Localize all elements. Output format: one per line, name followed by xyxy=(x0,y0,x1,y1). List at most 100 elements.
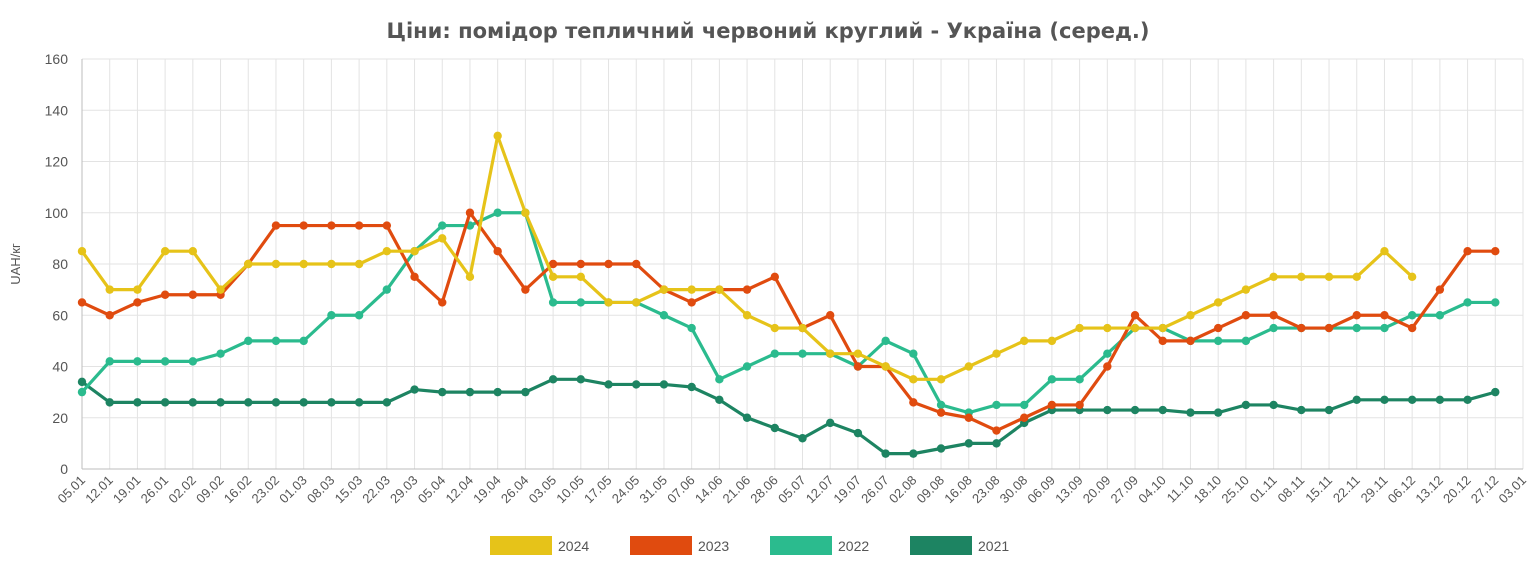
data-point[interactable] xyxy=(798,434,807,443)
data-point[interactable] xyxy=(410,272,419,282)
data-point[interactable] xyxy=(1407,323,1417,333)
data-point[interactable] xyxy=(1463,298,1472,307)
data-point[interactable] xyxy=(521,285,530,294)
data-point[interactable] xyxy=(909,375,918,384)
data-point[interactable] xyxy=(632,298,641,307)
data-point[interactable] xyxy=(936,444,946,453)
data-point[interactable] xyxy=(659,285,669,294)
data-point[interactable] xyxy=(382,285,392,294)
data-point[interactable] xyxy=(410,385,419,394)
data-point[interactable] xyxy=(1241,311,1251,320)
data-point[interactable] xyxy=(770,272,779,282)
data-point[interactable] xyxy=(299,221,308,230)
data-point[interactable] xyxy=(493,387,502,397)
data-point[interactable] xyxy=(1269,400,1278,410)
data-point[interactable] xyxy=(1019,336,1029,346)
data-point[interactable] xyxy=(271,398,281,407)
data-point[interactable] xyxy=(1297,405,1306,415)
data-point[interactable] xyxy=(160,246,170,256)
data-point[interactable] xyxy=(188,357,198,366)
data-point[interactable] xyxy=(327,221,336,230)
legend-item-2021[interactable]: 2021 xyxy=(910,536,1009,555)
data-point[interactable] xyxy=(271,221,281,230)
data-point[interactable] xyxy=(715,285,724,294)
data-point[interactable] xyxy=(1047,400,1057,410)
data-point[interactable] xyxy=(687,323,696,333)
data-point[interactable] xyxy=(826,311,835,320)
data-point[interactable] xyxy=(1103,362,1112,371)
data-point[interactable] xyxy=(244,398,253,407)
data-point[interactable] xyxy=(964,362,973,371)
data-point[interactable] xyxy=(1352,272,1361,282)
data-point[interactable] xyxy=(1241,400,1251,410)
data-point[interactable] xyxy=(909,349,918,358)
data-point[interactable] xyxy=(1352,395,1361,405)
data-point[interactable] xyxy=(798,323,807,333)
data-point[interactable] xyxy=(770,323,779,333)
data-point[interactable] xyxy=(1435,395,1445,405)
data-point[interactable] xyxy=(244,259,253,269)
data-point[interactable] xyxy=(1075,375,1084,384)
data-point[interactable] xyxy=(188,290,198,299)
data-point[interactable] xyxy=(1491,246,1500,256)
data-point[interactable] xyxy=(909,449,918,458)
data-point[interactable] xyxy=(1047,336,1057,346)
data-point[interactable] xyxy=(687,285,696,294)
data-point[interactable] xyxy=(77,298,87,307)
data-point[interactable] xyxy=(105,357,114,366)
data-point[interactable] xyxy=(826,418,835,428)
data-point[interactable] xyxy=(271,336,281,346)
data-point[interactable] xyxy=(992,426,1001,435)
data-point[interactable] xyxy=(826,349,835,358)
data-point[interactable] xyxy=(1380,395,1389,405)
data-point[interactable] xyxy=(881,336,890,346)
data-point[interactable] xyxy=(105,285,114,294)
data-point[interactable] xyxy=(687,298,696,307)
data-point[interactable] xyxy=(548,375,558,384)
legend-item-2023[interactable]: 2023 xyxy=(630,536,729,555)
data-point[interactable] xyxy=(1407,272,1417,282)
data-point[interactable] xyxy=(742,362,752,371)
data-point[interactable] xyxy=(992,439,1001,448)
data-point[interactable] xyxy=(853,362,863,371)
data-point[interactable] xyxy=(1130,323,1140,333)
data-point[interactable] xyxy=(493,131,502,141)
data-point[interactable] xyxy=(742,311,752,320)
data-point[interactable] xyxy=(1324,272,1334,282)
data-point[interactable] xyxy=(964,413,973,422)
data-point[interactable] xyxy=(465,208,475,217)
data-point[interactable] xyxy=(548,259,558,269)
data-point[interactable] xyxy=(1103,349,1112,358)
data-point[interactable] xyxy=(576,272,586,282)
data-point[interactable] xyxy=(216,349,225,358)
data-point[interactable] xyxy=(188,246,198,256)
data-point[interactable] xyxy=(687,382,696,392)
data-point[interactable] xyxy=(992,349,1001,358)
data-point[interactable] xyxy=(493,246,502,256)
data-point[interactable] xyxy=(1075,323,1084,333)
data-point[interactable] xyxy=(1158,405,1167,415)
data-point[interactable] xyxy=(1213,323,1223,333)
data-point[interactable] xyxy=(1435,311,1445,320)
data-point[interactable] xyxy=(299,336,308,346)
data-point[interactable] xyxy=(1158,323,1167,333)
data-point[interactable] xyxy=(1103,405,1112,415)
legend-item-2022[interactable]: 2022 xyxy=(770,536,869,555)
data-point[interactable] xyxy=(354,311,364,320)
data-point[interactable] xyxy=(1463,395,1472,405)
data-point[interactable] xyxy=(992,400,1001,410)
data-point[interactable] xyxy=(853,428,863,438)
data-point[interactable] xyxy=(216,398,225,407)
data-point[interactable] xyxy=(105,398,114,407)
data-point[interactable] xyxy=(521,208,530,217)
legend[interactable]: 2024 2023 2022 2021 xyxy=(490,536,1009,555)
data-point[interactable] xyxy=(465,272,475,282)
data-point[interactable] xyxy=(133,298,142,307)
data-point[interactable] xyxy=(160,398,170,407)
data-point[interactable] xyxy=(742,413,752,422)
data-point[interactable] xyxy=(438,298,447,307)
data-point[interactable] xyxy=(604,380,613,389)
data-point[interactable] xyxy=(327,311,336,320)
data-point[interactable] xyxy=(1380,323,1389,333)
data-point[interactable] xyxy=(632,259,641,269)
